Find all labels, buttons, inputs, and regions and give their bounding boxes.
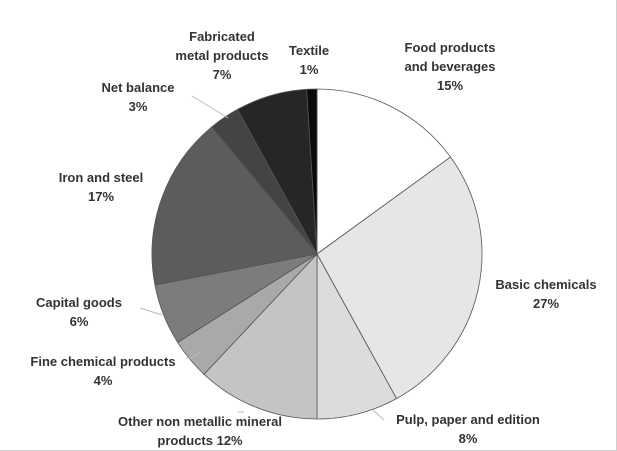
- slice-percent: 17%: [88, 189, 114, 204]
- slice-label-1: Basic chemicals 27%: [495, 277, 596, 311]
- slice-label-9: Textile 1%: [289, 43, 329, 77]
- slice-percent: 4%: [94, 373, 113, 388]
- slice-name-line: Fine chemical products: [30, 354, 175, 369]
- pie-slice-0: [316, 88, 452, 255]
- pie-slice-1: [316, 156, 483, 400]
- slice-percent: 7%: [213, 67, 232, 82]
- slice-label-6: Iron and steel 17%: [59, 170, 144, 204]
- slice-name-line: products 12%: [157, 433, 243, 448]
- slice-label-3: Other non metallic mineral products 12%: [118, 414, 282, 448]
- slice-label-5: Capital goods 6%: [36, 295, 122, 329]
- slice-name-line: Iron and steel: [59, 170, 144, 185]
- slice-name-line: Food products: [405, 40, 496, 55]
- leader-line-5: [139, 307, 163, 316]
- slice-label-2: Pulp, paper and edition 8%: [396, 412, 540, 446]
- slice-label-8: Fabricated metal products 7%: [175, 29, 268, 82]
- leader-line-4: [191, 351, 201, 359]
- slice-name-line: Net balance: [102, 80, 175, 95]
- pie-slice-9: [306, 88, 318, 255]
- leader-line-7: [191, 95, 229, 119]
- slice-name-line: Other non metallic mineral: [118, 414, 282, 429]
- slice-percent: 15%: [437, 78, 463, 93]
- slice-percent: 8%: [459, 431, 478, 446]
- slice-name-line: Basic chemicals: [495, 277, 596, 292]
- slice-label-4: Fine chemical products 4%: [30, 354, 175, 388]
- slice-name-line: Fabricated: [189, 29, 255, 44]
- slice-label-0: Food products and beverages 15%: [404, 40, 495, 93]
- slice-name-line: Pulp, paper and edition: [396, 412, 540, 427]
- slice-percent: 6%: [70, 314, 89, 329]
- slice-name-line: Capital goods: [36, 295, 122, 310]
- slice-percent: 27%: [533, 296, 559, 311]
- slice-percent: 1%: [300, 62, 319, 77]
- slice-name-line: metal products: [175, 48, 268, 63]
- slice-name-line: Textile: [289, 43, 329, 58]
- pie-slice-3: [203, 252, 318, 420]
- slice-name-line: and beverages: [404, 59, 495, 74]
- slice-percent: 3%: [129, 99, 148, 114]
- leader-line-2: [372, 409, 385, 421]
- slice-label-7: Net balance 3%: [102, 80, 175, 114]
- pie-slice-6: [151, 126, 318, 286]
